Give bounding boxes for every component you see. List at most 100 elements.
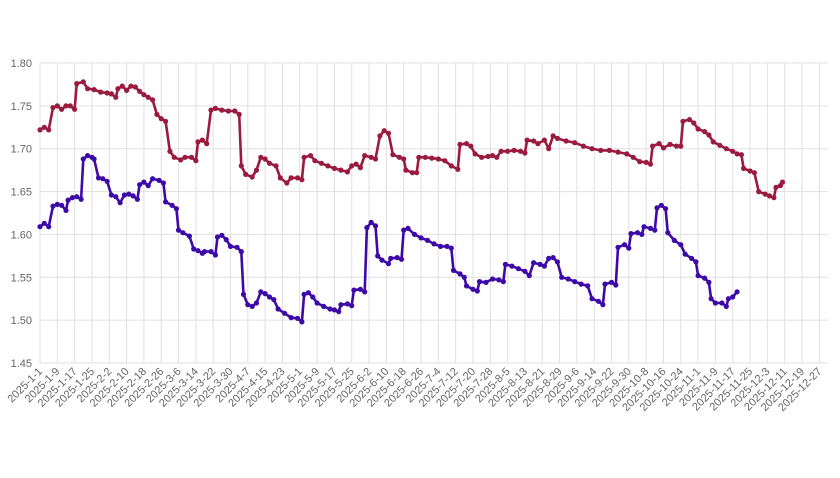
data-point[interactable] <box>199 137 205 143</box>
data-point[interactable] <box>747 168 753 174</box>
data-point[interactable] <box>104 90 110 96</box>
data-point[interactable] <box>318 160 324 166</box>
data-point[interactable] <box>301 154 307 160</box>
data-point[interactable] <box>559 274 565 280</box>
data-point[interactable] <box>424 237 431 243</box>
data-point[interactable] <box>253 300 260 306</box>
data-point[interactable] <box>253 167 260 173</box>
data-point[interactable] <box>580 143 587 149</box>
data-point[interactable] <box>450 267 457 273</box>
data-point[interactable] <box>448 245 454 251</box>
data-point[interactable] <box>273 163 279 169</box>
data-point[interactable] <box>524 137 530 143</box>
data-point[interactable] <box>385 130 392 136</box>
data-point[interactable] <box>673 143 680 149</box>
data-point[interactable] <box>115 86 121 92</box>
data-point[interactable] <box>717 142 723 148</box>
data-point[interactable] <box>563 138 569 144</box>
data-point[interactable] <box>565 276 571 282</box>
data-point[interactable] <box>249 303 255 309</box>
data-point[interactable] <box>104 178 110 184</box>
data-point[interactable] <box>390 152 396 158</box>
data-point[interactable] <box>128 83 134 89</box>
data-point[interactable] <box>734 151 740 157</box>
data-point[interactable] <box>349 163 355 169</box>
data-point[interactable] <box>730 148 736 154</box>
data-point[interactable] <box>331 307 337 313</box>
data-point[interactable] <box>537 261 543 267</box>
data-point[interactable] <box>693 259 699 265</box>
data-point[interactable] <box>163 118 169 124</box>
data-point[interactable] <box>171 154 177 160</box>
data-point[interactable] <box>600 302 606 308</box>
data-point[interactable] <box>227 243 234 249</box>
data-point[interactable] <box>301 291 307 297</box>
data-point[interactable] <box>145 94 151 100</box>
data-point[interactable] <box>108 91 114 97</box>
data-point[interactable] <box>59 106 65 112</box>
data-point[interactable] <box>277 175 283 181</box>
data-point[interactable] <box>470 286 476 292</box>
data-point[interactable] <box>74 194 80 200</box>
data-point[interactable] <box>37 127 43 133</box>
data-point[interactable] <box>572 279 578 285</box>
data-point[interactable] <box>678 143 684 149</box>
data-point[interactable] <box>182 154 188 160</box>
data-point[interactable] <box>150 176 156 182</box>
data-point[interactable] <box>180 230 186 236</box>
data-point[interactable] <box>682 251 688 257</box>
data-point[interactable] <box>522 268 528 274</box>
data-point[interactable] <box>119 83 125 89</box>
data-point[interactable] <box>234 244 240 250</box>
data-point[interactable] <box>275 306 281 312</box>
data-point[interactable] <box>50 203 56 209</box>
data-point[interactable] <box>249 174 255 180</box>
data-point[interactable] <box>137 88 143 94</box>
data-point[interactable] <box>124 87 130 93</box>
data-point[interactable] <box>212 105 218 111</box>
data-point[interactable] <box>706 132 712 138</box>
data-point[interactable] <box>405 225 411 231</box>
data-point[interactable] <box>362 153 368 159</box>
data-point[interactable] <box>121 192 127 198</box>
data-point[interactable] <box>414 170 420 176</box>
data-point[interactable] <box>457 271 463 277</box>
data-point[interactable] <box>208 107 214 113</box>
data-point[interactable] <box>502 261 508 267</box>
data-point[interactable] <box>479 154 485 160</box>
data-point[interactable] <box>485 153 491 159</box>
data-point[interactable] <box>494 154 500 160</box>
data-point[interactable] <box>706 279 712 285</box>
data-point[interactable] <box>678 242 684 248</box>
data-point[interactable] <box>489 276 496 282</box>
data-point[interactable] <box>468 143 474 149</box>
data-point[interactable] <box>723 146 729 152</box>
data-point[interactable] <box>461 274 467 280</box>
data-point[interactable] <box>442 158 448 164</box>
data-point[interactable] <box>496 277 502 283</box>
data-point[interactable] <box>730 294 736 300</box>
data-point[interactable] <box>245 302 251 308</box>
data-point[interactable] <box>379 257 385 263</box>
data-point[interactable] <box>141 92 147 98</box>
data-point[interactable] <box>667 141 673 147</box>
data-point[interactable] <box>67 103 73 109</box>
data-point[interactable] <box>613 282 619 288</box>
data-point[interactable] <box>266 294 273 300</box>
data-point[interactable] <box>554 135 561 141</box>
data-point[interactable] <box>41 220 47 226</box>
data-point[interactable] <box>46 224 52 230</box>
data-point[interactable] <box>238 249 244 255</box>
data-point[interactable] <box>54 103 60 109</box>
data-point[interactable] <box>463 283 470 289</box>
data-point[interactable] <box>191 246 197 252</box>
data-point[interactable] <box>212 252 218 258</box>
data-point[interactable] <box>78 196 84 202</box>
data-point[interactable] <box>641 224 647 230</box>
data-point[interactable] <box>72 106 78 112</box>
data-point[interactable] <box>312 158 318 164</box>
data-point[interactable] <box>712 300 719 306</box>
data-point[interactable] <box>372 223 379 229</box>
data-point[interactable] <box>624 151 630 157</box>
data-point[interactable] <box>630 154 636 160</box>
